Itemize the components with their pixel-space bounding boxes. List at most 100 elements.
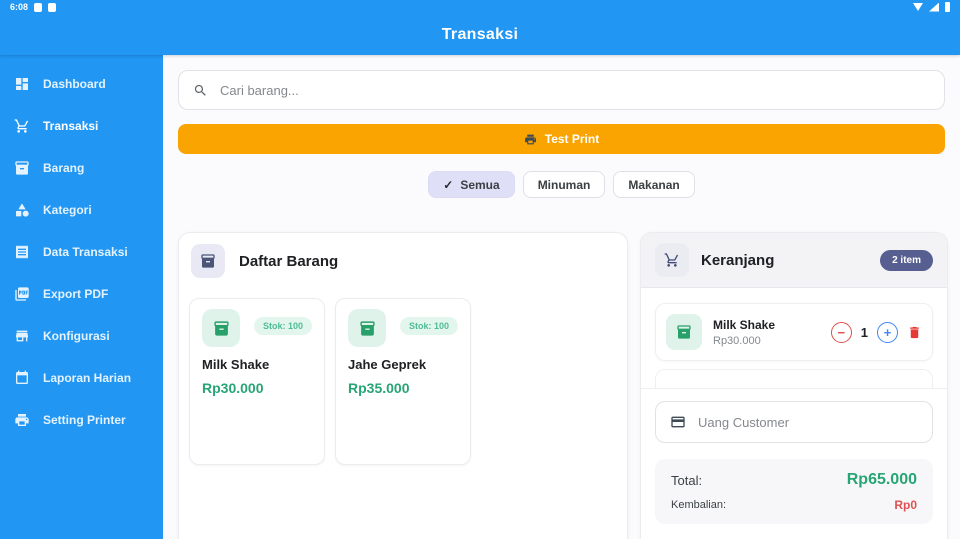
category-filter-row: ✓ Semua Minuman Makanan <box>163 171 960 198</box>
notification-icon <box>34 2 43 12</box>
product-grid: Stok: 100 Milk Shake Rp30.000 Stok: 100 … <box>179 289 627 465</box>
sidebar-item-laporan-harian[interactable]: Laporan Harian <box>0 357 163 399</box>
filter-chip-minuman[interactable]: Minuman <box>522 171 606 198</box>
sidebar-item-kategori[interactable]: Kategori <box>0 189 163 231</box>
stock-badge: Stok: 100 <box>253 317 312 335</box>
trash-icon <box>910 326 919 338</box>
check-icon: ✓ <box>443 177 454 192</box>
status-bar-left: 6:08 <box>10 2 57 12</box>
filter-chip-label: Makanan <box>628 177 680 192</box>
dashboard-icon <box>16 78 28 90</box>
main-content: Test Print ✓ Semua Minuman Makanan Dafta… <box>163 55 960 539</box>
cart-panel-title: Keranjang <box>701 251 775 269</box>
customer-cash-input[interactable] <box>698 414 918 430</box>
filter-chip-semua[interactable]: ✓ Semua <box>428 171 515 198</box>
sidebar-item-label: Kategori <box>43 203 92 217</box>
change-label: Kembalian: <box>671 499 727 511</box>
sidebar-item-setting-printer[interactable]: Setting Printer <box>0 399 163 441</box>
sidebar-item-label: Barang <box>43 161 85 175</box>
category-icon <box>16 203 29 217</box>
sidebar-item-export-pdf[interactable]: Export PDF <box>0 273 163 315</box>
total-row: Total: Rp65.000 <box>671 471 917 489</box>
cart-panel: Keranjang 2 item Milk Shake Rp30.000 − 1 <box>640 232 948 539</box>
cart-icon <box>14 119 29 133</box>
pdf-icon <box>15 287 29 301</box>
cart-item-milk-shake: Milk Shake Rp30.000 − 1 + <box>655 303 933 361</box>
sidebar-item-konfigurasi[interactable]: Konfigurasi <box>0 315 163 357</box>
stock-badge: Stok: 100 <box>399 317 458 335</box>
cart-item-info: Milk Shake Rp30.000 <box>713 318 775 347</box>
delete-item-button[interactable] <box>907 325 922 340</box>
test-print-button[interactable]: Test Print <box>178 124 945 154</box>
totals-card: Total: Rp65.000 Kembalian: Rp0 <box>655 459 933 524</box>
cart-item-name: Milk Shake <box>713 317 776 332</box>
box-icon <box>15 161 29 175</box>
printer-icon <box>524 134 536 144</box>
sidebar-item-label: Transaksi <box>43 119 99 133</box>
credit-card-icon <box>671 416 685 428</box>
wifi-icon <box>913 3 923 11</box>
product-price: Rp35.000 <box>348 380 410 396</box>
search-icon <box>194 84 206 96</box>
status-bar-right <box>913 2 950 12</box>
increase-quantity-button[interactable]: + <box>877 321 898 343</box>
total-label: Total: <box>671 472 703 488</box>
filter-chip-label: Semua <box>460 177 500 192</box>
sidebar-item-barang[interactable]: Barang <box>0 147 163 189</box>
box-icon <box>677 325 691 339</box>
app-bar: Transaksi <box>0 14 960 55</box>
product-card-jahe-geprek[interactable]: Stok: 100 Jahe Geprek Rp35.000 <box>335 298 471 465</box>
clock: 6:08 <box>10 2 29 12</box>
filter-chip-label: Minuman <box>537 177 591 192</box>
box-icon <box>213 320 229 336</box>
total-value: Rp65.000 <box>846 471 917 488</box>
signal-icon <box>929 2 939 12</box>
product-panel-header: Daftar Barang <box>179 233 627 289</box>
sidebar-item-label: Data Transaksi <box>43 245 128 259</box>
decrease-quantity-button[interactable]: − <box>830 321 852 343</box>
product-name: Milk Shake <box>202 357 270 372</box>
cart-item-list[interactable]: Milk Shake Rp30.000 − 1 + <box>641 288 947 389</box>
status-bar: 6:08 <box>0 0 960 14</box>
page-title: Transaksi <box>441 25 519 43</box>
product-list-panel: Daftar Barang Stok: 100 Milk Shake Rp30.… <box>178 232 628 539</box>
sidebar-item-transaksi[interactable]: Transaksi <box>0 105 163 147</box>
product-card-milk-shake[interactable]: Stok: 100 Milk Shake Rp30.000 <box>189 298 325 465</box>
product-icon-tile <box>202 309 240 347</box>
product-panel-title: Daftar Barang <box>239 252 339 270</box>
cart-icon-tile <box>655 243 689 277</box>
sidebar-item-label: Dashboard <box>43 77 106 91</box>
calendar-icon <box>16 370 28 384</box>
cart-item-price: Rp30.000 <box>713 334 761 347</box>
sidebar-item-label: Laporan Harian <box>43 371 132 385</box>
store-icon <box>16 330 28 342</box>
receipt-icon <box>16 245 28 259</box>
search-input[interactable] <box>220 82 930 98</box>
cart-count-badge: 2 item <box>880 249 933 271</box>
customer-cash-field <box>655 401 933 443</box>
box-icon <box>359 320 375 336</box>
battery-icon <box>945 2 950 12</box>
cart-item-partial <box>655 369 933 388</box>
search-bar <box>178 70 945 110</box>
quantity-controls: − 1 + <box>830 321 922 343</box>
sidebar: Dashboard Transaksi Barang Kategori Data… <box>0 55 163 539</box>
product-name: Jahe Geprek <box>348 357 427 372</box>
box-icon-tile <box>191 244 225 278</box>
sidebar-item-label: Export PDF <box>43 287 109 301</box>
notification-icon <box>48 2 57 12</box>
product-price: Rp30.000 <box>202 380 264 396</box>
product-icon-tile <box>666 314 702 350</box>
change-value: Rp0 <box>894 498 917 512</box>
quantity-value: 1 <box>860 324 868 340</box>
sidebar-item-data-transaksi[interactable]: Data Transaksi <box>0 231 163 273</box>
sidebar-item-label: Konfigurasi <box>43 329 110 343</box>
cart-icon <box>664 253 679 267</box>
sidebar-item-label: Setting Printer <box>43 413 126 427</box>
product-icon-tile <box>348 309 386 347</box>
box-icon <box>201 254 215 268</box>
filter-chip-makanan[interactable]: Makanan <box>613 171 695 198</box>
sidebar-item-dashboard[interactable]: Dashboard <box>0 63 163 105</box>
printer-icon <box>15 414 29 426</box>
